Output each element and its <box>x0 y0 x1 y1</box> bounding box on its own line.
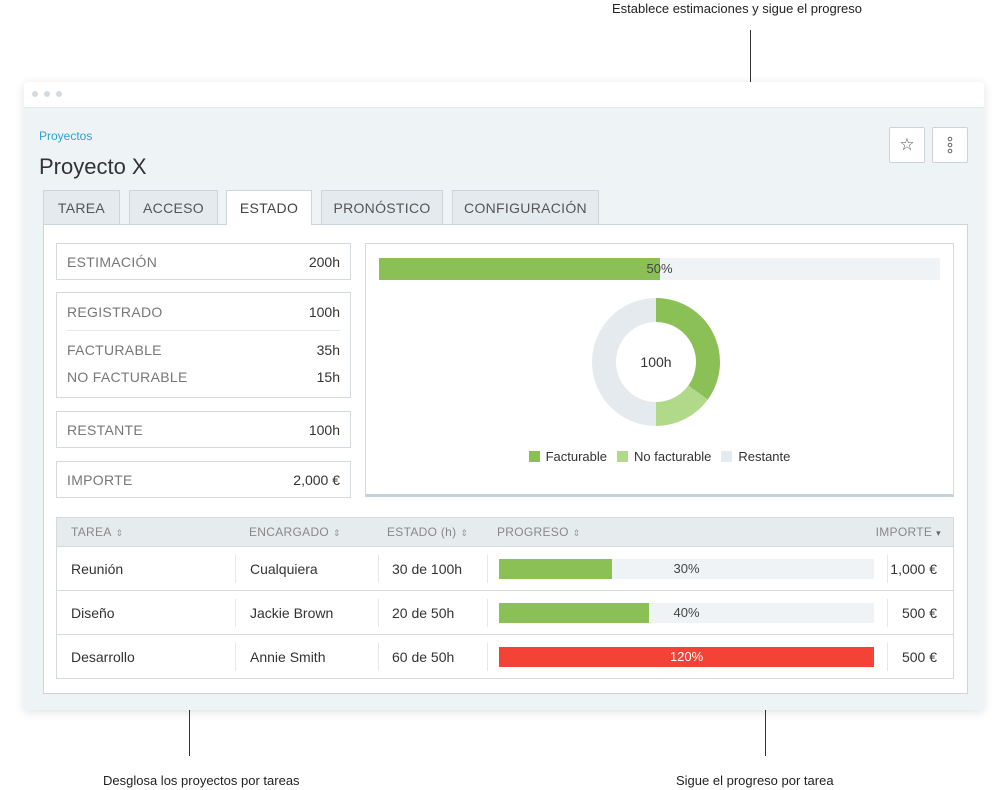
tab-acceso[interactable]: ACCESO <box>129 190 218 224</box>
amount-box: IMPORTE 2,000 € <box>56 461 351 498</box>
cell-task: Diseño <box>71 605 115 621</box>
sort-desc-icon: ▾ <box>936 528 941 538</box>
billable-value: 35h <box>316 341 340 358</box>
callout-bottom-right: Sigue el progreso por tarea <box>676 773 834 788</box>
window-dot[interactable] <box>32 91 38 97</box>
header-progress[interactable]: PROGRESO ⇕ <box>497 525 581 539</box>
remaining-label: RESTANTE <box>67 421 144 438</box>
callout-bottom-left: Desglosa los proyectos por tareas <box>103 773 300 788</box>
overall-progress-label: 50% <box>646 261 673 276</box>
legend-item-restante: Restante <box>721 449 790 464</box>
cell-status: 30 de 100h <box>392 561 463 577</box>
tab-tarea[interactable]: TAREA <box>43 190 120 224</box>
task-progress-label: 40% <box>673 605 700 620</box>
task-progress-bar: 120% <box>499 647 874 667</box>
tasks-table: TAREA ⇕ ENCARGADO ⇕ ESTADO (h) ⇕ PROGRESO ⇕ … <box>56 517 954 679</box>
callout-line-bottom-left <box>189 664 190 756</box>
divider <box>67 330 340 331</box>
legend-item-facturable: Facturable <box>528 449 608 464</box>
table-header: TAREA ⇕ ENCARGADO ⇕ ESTADO (h) ⇕ PROGRESO ⇕ … <box>57 518 953 546</box>
donut-slice-no-facturable <box>656 385 708 426</box>
legend-swatch <box>617 451 629 462</box>
table-row[interactable]: Diseño Jackie Brown 20 de 50h 40% 500 € <box>57 590 953 634</box>
estimation-label: ESTIMACIÓN <box>67 253 158 270</box>
cell-status: 60 de 50h <box>392 649 455 665</box>
cell-amount: 500 € <box>901 605 937 621</box>
task-progress-fill <box>499 559 612 579</box>
logged-label: REGISTRADO <box>67 303 163 320</box>
non-billable-label: NO FACTURABLE <box>67 368 188 385</box>
logged-value: 100h <box>308 303 340 320</box>
page-title: Proyecto X <box>39 154 147 179</box>
task-progress-bar: 30% <box>499 559 874 579</box>
favorite-button[interactable]: ☆ <box>889 127 925 163</box>
estimation-value: 200h <box>308 253 340 270</box>
header-task[interactable]: TAREA ⇕ <box>71 525 124 539</box>
window-dot[interactable] <box>44 91 50 97</box>
task-progress-fill <box>499 647 874 667</box>
cell-task: Reunión <box>71 561 124 577</box>
window-dot[interactable] <box>56 91 62 97</box>
legend-label: No facturable <box>634 449 712 464</box>
legend-label: Restante <box>738 449 791 464</box>
legend-label: Facturable <box>545 449 608 464</box>
estimation-box: ESTIMACIÓN 200h <box>56 243 351 280</box>
callout-top: Establece estimaciones y sigue el progre… <box>612 1 863 16</box>
breadcrumb[interactable]: Proyectos <box>39 129 93 143</box>
task-progress-fill <box>499 603 649 623</box>
cell-amount: 1,000 € <box>890 561 937 577</box>
billable-label: FACTURABLE <box>67 341 162 358</box>
chart-legend: Facturable No facturable Restante <box>366 449 953 464</box>
legend-item-no-facturable: No facturable <box>617 449 711 464</box>
donut-slice-facturable <box>656 298 720 400</box>
tab-pronostico[interactable]: PRONÓSTICO <box>321 190 443 224</box>
legend-swatch <box>528 451 540 462</box>
task-progress-label: 30% <box>673 561 700 576</box>
cell-amount: 500 € <box>901 649 937 665</box>
overall-progress-bar: 50% <box>379 258 940 280</box>
header-assignee[interactable]: ENCARGADO ⇕ <box>249 525 341 539</box>
sort-icon: ⇕ <box>115 528 124 538</box>
table-row[interactable]: Desarrollo Annie Smith 60 de 50h 120% 50… <box>57 634 953 678</box>
amount-value: 2,000 € <box>293 471 340 488</box>
task-progress-label: 120% <box>669 649 704 664</box>
logged-box: REGISTRADO 100h FACTURABLE 35h NO FACTUR… <box>56 292 351 398</box>
sort-icon: ⇕ <box>460 528 469 538</box>
task-progress-bar: 40% <box>499 603 874 623</box>
overall-progress-fill <box>379 258 660 280</box>
header-amount[interactable]: IMPORTE ▾ <box>875 525 941 539</box>
cell-assignee: Cualquiera <box>250 561 318 577</box>
cell-assignee: Jackie Brown <box>250 605 334 621</box>
cell-status: 20 de 50h <box>392 605 455 621</box>
donut-slice-restante <box>592 298 656 426</box>
header-status[interactable]: ESTADO (h) ⇕ <box>387 525 469 539</box>
star-icon: ☆ <box>899 135 915 154</box>
table-row[interactable]: Reunión Cualquiera 30 de 100h 30% 1,000 … <box>57 546 953 590</box>
app-window: Proyectos Proyecto X ☆ TAREA ACCESO ESTA… <box>24 82 984 710</box>
sort-icon: ⇕ <box>572 528 581 538</box>
cell-assignee: Annie Smith <box>250 649 326 665</box>
tab-estado[interactable]: ESTADO <box>226 190 312 225</box>
tab-configuracion[interactable]: CONFIGURACIÓN <box>452 190 599 224</box>
donut-chart: 100h <box>592 298 720 426</box>
tab-content: ESTIMACIÓN 200h REGISTRADO 100h FACTURAB… <box>43 224 968 694</box>
vertical-dots-icon <box>947 136 953 154</box>
sort-icon: ⇕ <box>333 528 341 538</box>
non-billable-value: 15h <box>316 368 340 385</box>
cell-task: Desarrollo <box>71 649 135 665</box>
chart-panel: 50% 100h Facturable No facturable Restan… <box>365 243 954 497</box>
donut-center-label: 100h <box>640 354 671 370</box>
window-titlebar <box>24 82 984 108</box>
amount-label: IMPORTE <box>67 471 133 488</box>
remaining-box: RESTANTE 100h <box>56 411 351 448</box>
remaining-value: 100h <box>308 421 340 438</box>
more-options-button[interactable] <box>932 127 968 163</box>
legend-swatch <box>721 451 733 462</box>
